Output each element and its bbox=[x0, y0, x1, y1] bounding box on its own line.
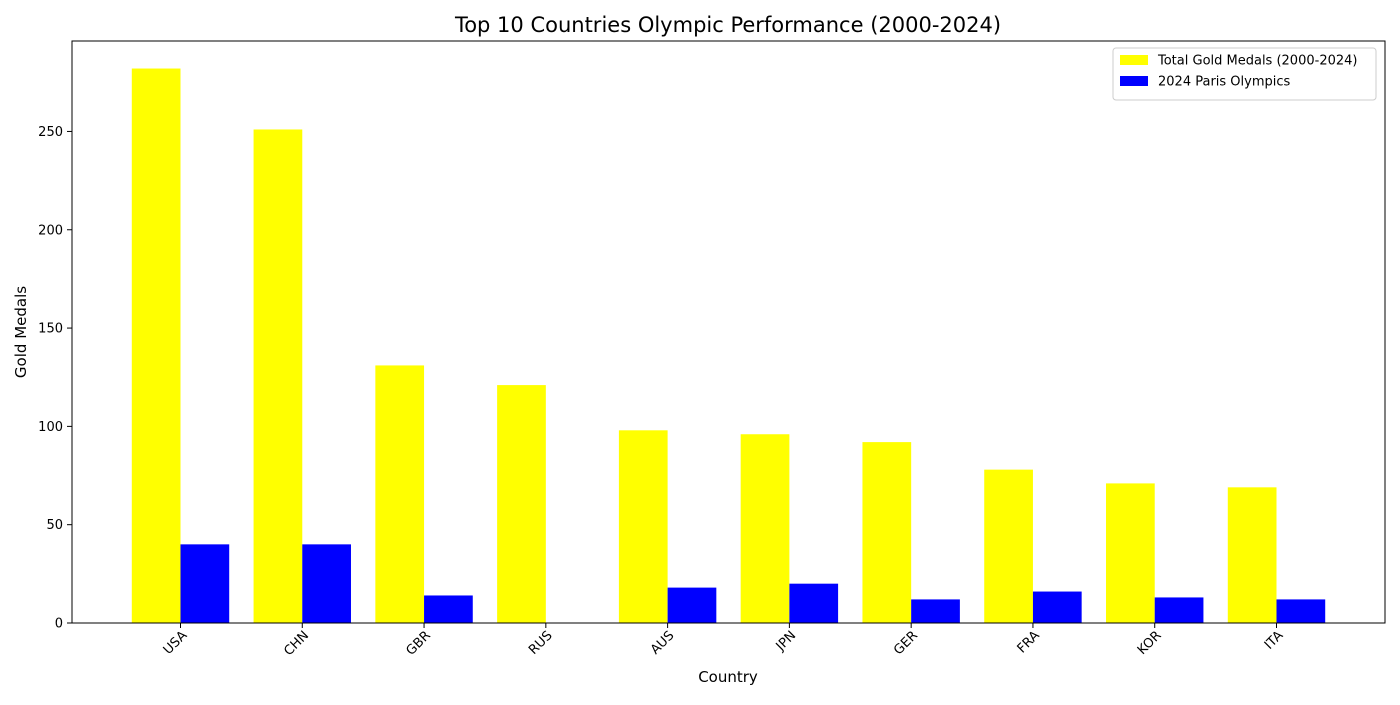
bar-paris-2024-ita bbox=[1276, 599, 1326, 623]
bar-paris-2024-chn bbox=[302, 544, 351, 623]
x-tick-label: FRA bbox=[1015, 628, 1043, 656]
x-axis-label: Country bbox=[698, 668, 758, 686]
bar-total-jpn bbox=[740, 434, 790, 623]
y-tick-label: 200 bbox=[38, 223, 63, 238]
y-tick-label: 0 bbox=[55, 617, 63, 632]
x-tick-label: ITA bbox=[1262, 628, 1287, 653]
y-tick-label: 250 bbox=[38, 125, 63, 140]
bar-total-kor bbox=[1106, 483, 1155, 623]
x-tick-label: JPN bbox=[773, 628, 799, 654]
bar-total-usa bbox=[131, 68, 181, 623]
bar-total-ita bbox=[1227, 487, 1277, 623]
bar-total-rus bbox=[497, 385, 546, 623]
bar-total-aus bbox=[618, 430, 668, 623]
y-tick-label: 50 bbox=[46, 518, 63, 533]
x-tick-label: GER bbox=[891, 628, 921, 658]
bar-total-ger bbox=[862, 442, 912, 623]
y-tick-label: 150 bbox=[38, 322, 63, 337]
chart-title: Top 10 Countries Olympic Performance (20… bbox=[454, 13, 1001, 37]
bar-paris-2024-kor bbox=[1154, 597, 1204, 623]
bar-total-chn bbox=[253, 129, 303, 623]
plot-frame bbox=[71, 40, 1386, 624]
x-tick-label: KOR bbox=[1135, 628, 1165, 658]
legend-box bbox=[1112, 47, 1377, 101]
x-tick-label: GBR bbox=[403, 628, 433, 658]
legend-swatch bbox=[1120, 55, 1148, 65]
legend-label: Total Gold Medals (2000-2024) bbox=[1157, 54, 1357, 69]
x-tick-label: RUS bbox=[526, 628, 556, 658]
bar-paris-2024-jpn bbox=[789, 583, 839, 623]
bar-paris-2024-aus bbox=[667, 587, 717, 623]
plot-area: 0 50 100 150 200 250 USA CHN GBR RUS AUS JPN GER FRA K… bbox=[38, 40, 1386, 659]
legend-label: 2024 Paris Olympics bbox=[1158, 75, 1291, 90]
y-tick-label: 100 bbox=[38, 420, 63, 435]
bar-paris-2024-gbr bbox=[424, 595, 473, 623]
bar-paris-2024-ger bbox=[911, 599, 960, 623]
x-tick-label: USA bbox=[161, 628, 191, 658]
bar-paris-2024-usa bbox=[180, 544, 230, 623]
bar-paris-2024-fra bbox=[1032, 591, 1082, 623]
legend-swatch bbox=[1120, 76, 1148, 86]
x-tick-label: CHN bbox=[281, 628, 312, 659]
y-axis-label: Gold Medals bbox=[12, 286, 30, 378]
bar-total-fra bbox=[984, 469, 1033, 623]
legend: Total Gold Medals (2000-2024) 2024 Paris … bbox=[1112, 47, 1377, 101]
bar-total-gbr bbox=[375, 365, 425, 623]
x-tick-label: AUS bbox=[648, 628, 677, 657]
